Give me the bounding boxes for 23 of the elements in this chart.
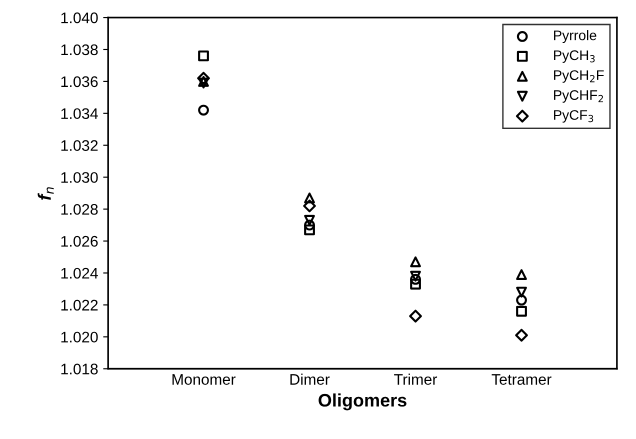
legend-label: PyCH$_{2}$F — [554, 70, 604, 83]
y-tick-label: 1.032 — [61, 140, 98, 151]
x-tick-label: Tetramer — [492, 374, 552, 385]
y-tick-label: 1.026 — [61, 236, 98, 247]
x-tick-label: Trimer — [394, 374, 438, 385]
legend-label: PyCHF$_{2}$ — [554, 90, 603, 103]
y-tick-label: 1.022 — [61, 300, 98, 311]
y-tick-label: 1.036 — [61, 76, 98, 88]
y-tick-label: 1.034 — [61, 108, 98, 120]
y-axis-title: f$_{n}$ — [38, 187, 54, 200]
legend-label: PyCH$_{3}$ — [554, 50, 595, 63]
x-axis-title: Oligomers — [318, 393, 406, 410]
y-tick-label: 1.038 — [61, 44, 98, 56]
y-tick-label: 1.020 — [61, 332, 98, 343]
y-tick-label: 1.040 — [61, 12, 98, 24]
y-tick-label: 1.024 — [61, 268, 98, 279]
y-tick-label: 1.030 — [61, 172, 98, 183]
x-tick-label: Dimer — [290, 374, 330, 385]
x-tick-label: Monomer — [172, 374, 236, 385]
legend-label: Pyrrole — [554, 30, 596, 44]
y-tick-label: 1.028 — [61, 204, 98, 215]
y-tick-label: 1.018 — [61, 364, 98, 374]
legend-label: PyCF$_{3}$ — [554, 110, 594, 123]
